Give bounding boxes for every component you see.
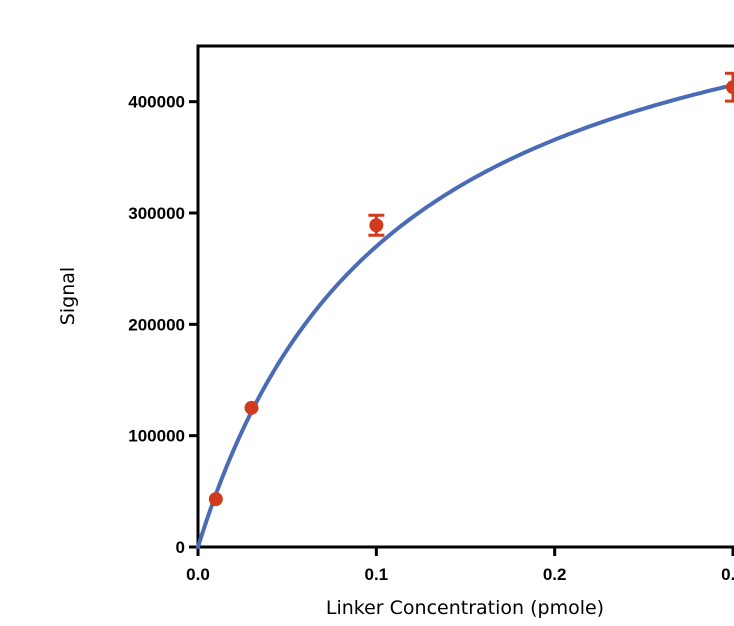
y-axis-title: Signal: [57, 267, 79, 325]
x-tick-label: 0.0: [186, 565, 210, 584]
y-tick-label: 300000: [128, 204, 185, 223]
data-points-layer: [208, 71, 734, 507]
y-tick-label: 400000: [128, 93, 185, 112]
y-tick-label: 0: [176, 538, 185, 557]
data-point: [726, 80, 734, 95]
y-tick-label: 100000: [128, 427, 185, 446]
data-point: [208, 492, 223, 507]
x-tick-label: 0.1: [365, 565, 389, 584]
fit-curve-line: [196, 83, 734, 549]
data-point: [244, 400, 259, 415]
data-point: [369, 218, 384, 233]
x-tick-label: 0.2: [543, 565, 567, 584]
x-axis-title: Linker Concentration (pmole): [326, 597, 604, 619]
x-tick-label: 0.3: [721, 565, 734, 584]
y-tick-label: 200000: [128, 315, 185, 334]
fit-curve-layer: [196, 83, 734, 549]
axes: 0 100000 200000 300000 400000 0.0 0.1 0.2 0.3: [128, 44, 734, 584]
